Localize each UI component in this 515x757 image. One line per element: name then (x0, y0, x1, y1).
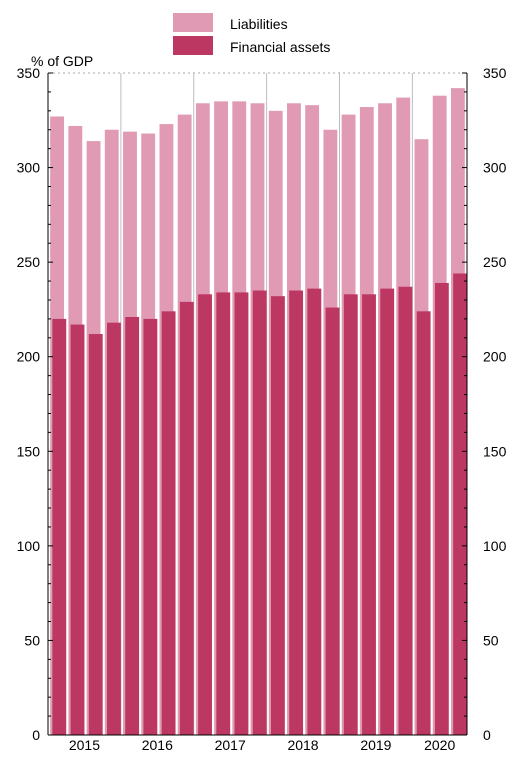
bar-financial-assets (307, 288, 322, 735)
bar-financial-assets (270, 296, 285, 735)
bar-financial-assets (398, 286, 413, 735)
y-tick-label-left: 200 (17, 349, 41, 365)
bar-financial-assets (88, 334, 103, 735)
plot-area: 0 0 50 50 100 100 150 150 200 200 250 250 300 300 350 3… (17, 65, 507, 753)
x-tick-label: 2015 (69, 737, 100, 752)
x-tick-label: 2020 (424, 737, 455, 752)
y-tick-label-left: 150 (17, 443, 41, 459)
y-tick-label-right: 50 (483, 632, 499, 648)
y-tick-label-left: 350 (17, 65, 41, 81)
legend-label-liabilities: Liabilities (230, 16, 288, 32)
x-tick-label: 2018 (287, 737, 318, 752)
legend-swatch-liabilities (173, 13, 213, 32)
y-tick-label-right: 250 (483, 254, 507, 270)
bar-financial-assets (198, 294, 212, 735)
y-tick-label-right: 200 (483, 349, 507, 365)
unit-label: % of GDP (31, 53, 93, 69)
y-tick-label-left: 300 (17, 160, 41, 176)
legend: Liabilities Financial assets (173, 13, 330, 55)
bar-financial-assets (453, 273, 467, 735)
y-tick-label-right: 150 (483, 443, 507, 459)
bar-financial-assets (289, 290, 304, 735)
bar-financial-assets (362, 294, 376, 735)
bar-financial-assets (434, 282, 449, 735)
legend-label-financial-assets: Financial assets (230, 39, 330, 55)
bar-financial-assets (125, 316, 140, 735)
x-tick-label: 2016 (142, 737, 173, 752)
y-tick-label-right: 300 (483, 160, 507, 176)
bar-financial-assets (143, 318, 158, 735)
bar-financial-assets (416, 311, 431, 735)
x-tick-label: 2017 (215, 737, 246, 752)
bar-financial-assets (107, 322, 121, 735)
y-tick-label-left: 250 (17, 254, 41, 270)
bar-financial-assets (70, 324, 85, 735)
bar-financial-assets (216, 292, 231, 735)
bar-financial-assets (325, 307, 340, 735)
y-tick-label-right: 0 (483, 727, 491, 743)
y-tick-label-left: 50 (24, 632, 40, 648)
y-tick-label-right: 100 (483, 538, 507, 554)
legend-swatch-financial-assets (173, 36, 213, 55)
bar-financial-assets (234, 292, 249, 735)
bar-financial-assets (252, 290, 267, 735)
x-tick-label: 2019 (360, 737, 391, 752)
y-tick-label-right: 350 (483, 65, 507, 81)
y-tick-label-left: 100 (17, 538, 41, 554)
bar-financial-assets (52, 318, 67, 735)
bar-financial-assets (380, 288, 395, 735)
bar-financial-assets (343, 294, 358, 735)
bar-financial-assets (179, 301, 194, 735)
bar-financial-assets (161, 311, 176, 735)
y-tick-label-left: 0 (32, 727, 40, 743)
